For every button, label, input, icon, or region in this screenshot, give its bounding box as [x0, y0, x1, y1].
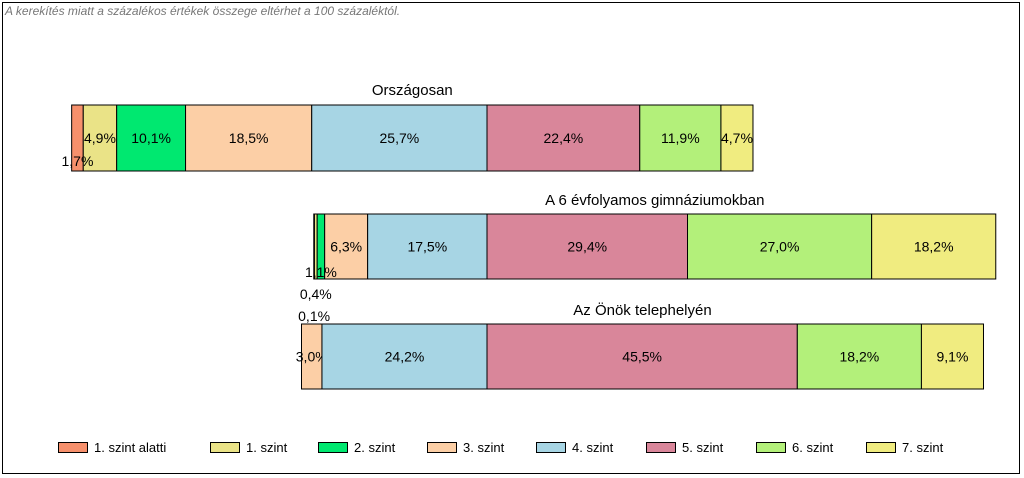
bar-title: A 6 évfolyamos gimnáziumokban [545, 192, 764, 209]
bar-segment [311, 104, 488, 172]
data-label: 29,4% [567, 239, 607, 255]
legend-swatch [58, 441, 88, 453]
bar-title: Az Önök telephelyén [573, 301, 711, 319]
data-label: 18,2% [914, 239, 954, 255]
legend-item: 6. szint [756, 438, 833, 456]
bar-segment [486, 104, 641, 172]
legend-item: 7. szint [866, 438, 943, 456]
legend-label: 6. szint [792, 439, 834, 455]
bar-segment [486, 213, 689, 280]
legend-label: 2. szint [354, 439, 396, 455]
legend-item: 3. szint [427, 438, 504, 456]
legend-label: 1. szint [246, 439, 288, 455]
data-label: 3,0% [296, 349, 328, 365]
bar-segment [687, 213, 873, 280]
data-label: 45,5% [622, 349, 662, 365]
data-label: 17,5% [407, 239, 447, 255]
bar-segment [720, 104, 754, 172]
legend-swatch [756, 441, 786, 453]
data-label: 4,9% [84, 130, 116, 146]
data-label: 27,0% [760, 239, 800, 255]
legend-swatch [646, 441, 676, 453]
data-label: 9,1% [936, 349, 968, 365]
legend-item: 1. szint [210, 438, 287, 456]
legend-label: 1. szint alatti [94, 439, 167, 455]
data-label: 22,4% [544, 130, 584, 146]
data-label: 6,3% [330, 239, 362, 255]
data-label: 4,7% [721, 130, 753, 146]
legend-item: 1. szint alatti [58, 438, 166, 456]
data-label: 0,4% [300, 286, 332, 302]
bar-segment [920, 323, 984, 390]
legend-label: 5. szint [682, 439, 724, 455]
legend-label: 4. szint [572, 439, 614, 455]
legend-item: 5. szint [646, 438, 723, 456]
data-label: 0,1% [298, 308, 330, 324]
data-label: 11,9% [661, 130, 700, 146]
data-label: 18,5% [229, 130, 269, 146]
data-label: 10,1% [131, 130, 171, 146]
legend-swatch [866, 441, 896, 453]
data-label: 24,2% [385, 349, 425, 365]
bar-title: Országosan [372, 82, 453, 99]
legend-label: 7. szint [902, 439, 944, 455]
bar-segment [321, 323, 488, 390]
data-label: 1,7% [61, 153, 93, 169]
bar-segment [185, 104, 313, 172]
legend-item: 4. szint [536, 438, 613, 456]
data-label: 18,2% [840, 349, 880, 365]
bar-segment [116, 104, 187, 172]
legend-swatch [318, 441, 348, 453]
legend-swatch [536, 441, 566, 453]
rounding-note: A kerekítés miatt a százalékos értékek ö… [5, 4, 401, 18]
legend-swatch [210, 441, 240, 453]
bar-segment [796, 323, 922, 390]
data-label: 1,1% [305, 264, 337, 280]
legend-label: 3. szint [463, 439, 505, 455]
data-label: 25,7% [380, 130, 420, 146]
bar-segment [367, 213, 488, 280]
bar-segment [324, 213, 369, 280]
legend-swatch [427, 441, 457, 453]
legend-item: 2. szint [318, 438, 395, 456]
bar-segment [871, 213, 997, 280]
bar-segment [639, 104, 722, 172]
bar-segment [486, 323, 798, 390]
